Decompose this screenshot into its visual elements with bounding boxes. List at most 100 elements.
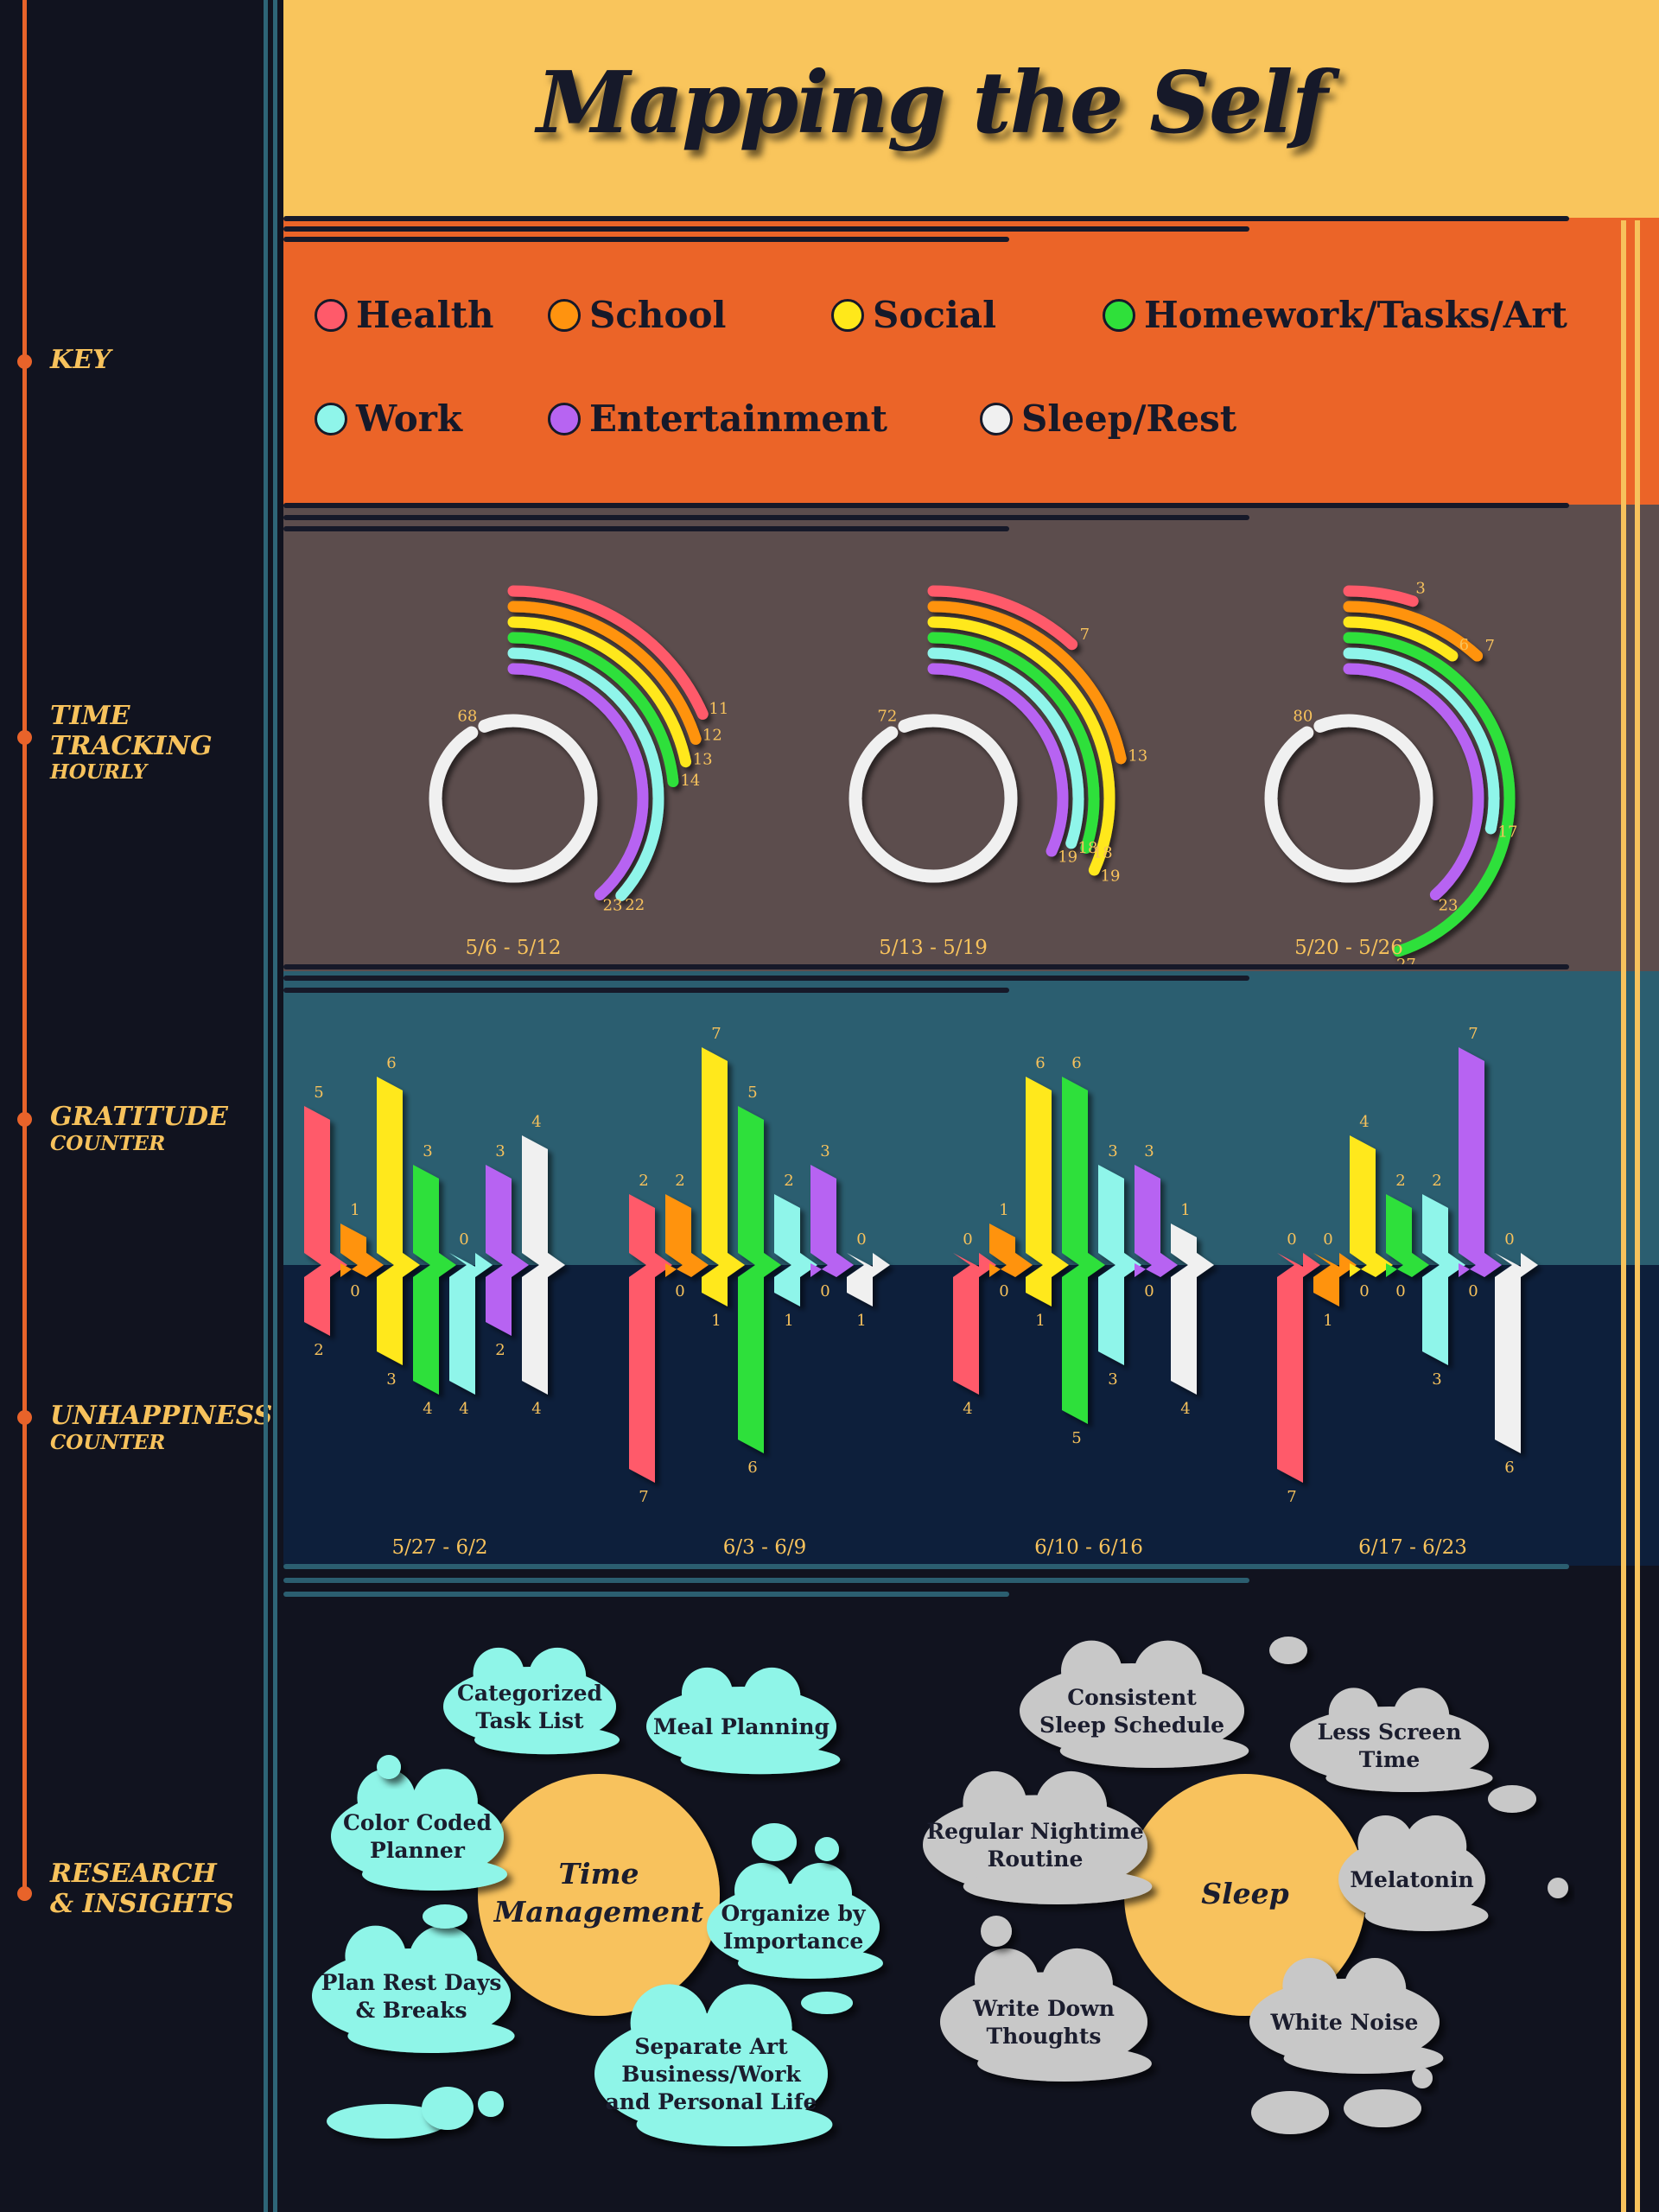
cloud-tail [474,1726,620,1755]
cloud-puff [1328,1688,1379,1738]
unhappiness-label: 0 [999,1282,1008,1300]
diverging-bar [304,1106,347,1336]
unhappiness-label: 6 [1504,1459,1514,1477]
diverging-bar [1277,1253,1320,1483]
cloud-task-list [443,1647,620,1755]
radial-bar [507,601,702,745]
diverging-bar [1495,1253,1538,1453]
week-label: 5/6 - 5/12 [465,937,561,959]
gratitude-label: 7 [711,1025,721,1043]
cloud-puff [963,1770,1027,1835]
cloud-text: White Noise [1270,2010,1419,2035]
sidebar-rail [22,0,27,1894]
cloud-text: Write Down [972,1996,1115,2021]
gratitude-label: 2 [1432,1172,1441,1190]
cloud-tail [738,1948,883,1979]
cloud-tail [362,1858,507,1891]
diverging-bar [1422,1194,1465,1365]
data-label: 3 [1415,580,1425,598]
gratitude-label: 7 [1468,1025,1478,1043]
center-label: Sleep [1201,1877,1288,1910]
unhappiness-label: 4 [963,1400,972,1418]
cloud-text: Less Screen [1318,1719,1462,1745]
diverging-bar [449,1253,493,1395]
separator-bar [283,526,1009,531]
unhappiness-label: 3 [1432,1370,1441,1389]
separator-bar [283,226,1249,232]
gratitude-label: 2 [675,1172,684,1190]
gratitude-label: 6 [1035,1054,1045,1072]
legend-band: Health School Social Homework/Tasks/Art … [283,218,1659,505]
unhappiness-label: 0 [350,1282,359,1300]
separator-bar [283,964,1569,969]
cloud-puff [1061,1640,1122,1701]
cloud-puff [681,1667,733,1719]
gratitude-label: 5 [747,1084,757,1102]
gratitude-label: 0 [459,1230,468,1249]
cloud-puff [734,1863,790,1918]
week-label: 5/27 - 6/2 [391,1536,487,1559]
cloud-puff [1134,1640,1203,1709]
divider-line [264,0,268,2212]
cloud-puff [1357,1815,1414,1871]
week-label: 5/20 - 5/26 [1294,937,1403,959]
unhappiness-label: 7 [1287,1488,1296,1506]
cloud-write-down [940,1948,1152,2082]
legend-label: School [589,294,727,336]
decor-cloud [1548,1878,1568,1898]
cloud-puff [1041,1948,1113,2020]
legend-swatch [980,402,1013,435]
center-label: Time [558,1857,639,1891]
radial-bar [1264,714,1433,883]
gratitude-label: 1 [999,1201,1008,1219]
radial-bar [1343,601,1484,662]
legend-item: Sleep/Rest [980,397,1236,440]
cloud-less-screen [1290,1688,1493,1792]
decor-cloud [1269,1637,1307,1664]
cloud-text: and Personal Life [606,2089,817,2114]
diverging-bar [377,1077,420,1365]
radial-bar [927,601,1127,765]
cloud-tail [636,2102,833,2146]
decor-cloud [1412,2068,1433,2088]
gratitude-label: 6 [386,1054,396,1072]
diverging-bar [738,1106,781,1453]
separator-bar [283,1578,1249,1583]
data-label: 17 [1498,823,1518,841]
decor-cloud [752,1823,797,1861]
unhappiness-label: 0 [1395,1282,1405,1300]
time-tracking-band: 11 12 13 14 22 23 68 5/6 - 5/12 7 13 19 18 18 19 72 5/1… [283,505,1659,974]
unhappiness-label: 1 [1035,1312,1045,1330]
separator-bar [283,503,1569,508]
sidebar-label-key: KEY [50,345,111,375]
cloud-color-coded [331,1769,507,1891]
data-label: 80 [1293,707,1313,725]
data-label: 12 [702,726,722,744]
gratitude-label: 3 [820,1142,830,1160]
decor-cloud [423,1904,467,1929]
data-label: 68 [457,707,477,725]
gratitude-label: 0 [1504,1230,1514,1249]
radial-bar [1343,585,1419,607]
week-group [629,1047,890,1483]
cloud-puff [1035,1770,1107,1843]
cloud-puff [630,1984,709,2062]
cloud-consistent [1020,1640,1249,1768]
sidebar-dot-unhappiness [17,1410,32,1425]
diverging-bar [1386,1194,1429,1277]
data-label: 7 [1080,626,1090,644]
sidebar-dot-time [17,730,32,745]
cloud-text: Importance [723,1929,864,1954]
week-label: 6/17 - 6/23 [1358,1536,1467,1559]
radial-bar [1343,632,1516,957]
radial-bar [927,632,1100,854]
separator-bar [283,237,1009,242]
cloud-tail [963,1868,1153,1904]
cloud-puff [790,1863,852,1925]
week-label: 6/3 - 6/9 [723,1536,806,1559]
legend-swatch [548,298,581,332]
cloud-puff [357,1769,416,1827]
cloud-meal-planning [646,1667,841,1775]
week-group [849,585,1127,883]
